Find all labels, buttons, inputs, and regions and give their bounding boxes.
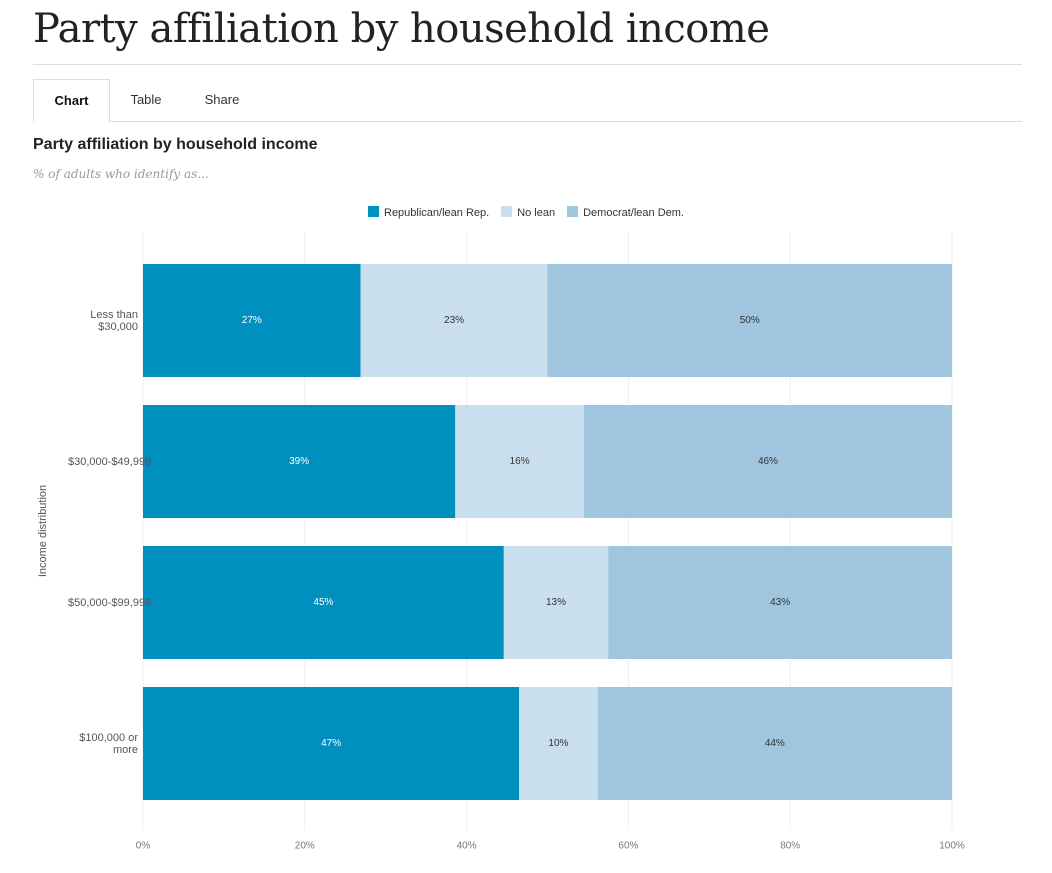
legend-swatch [567,206,579,217]
data-label: 50% [740,315,760,326]
tab[interactable]: Table [130,92,162,107]
bar-segment [608,546,952,659]
legend: Republican/lean Rep. No lean Democrat/lean… [0,206,1052,219]
data-label: 13% [546,597,566,608]
y-tick-label: $50,000-$99,999 [68,596,152,609]
chart-subtitle: % of adults who identify as... [33,167,209,181]
page-title: Party affiliation by household income [33,6,770,52]
x-tick-label: 20% [295,841,315,852]
legend-item: No lean [501,206,555,219]
legend-swatch [368,206,379,217]
data-label: 10% [548,738,568,749]
bar-segment [143,546,504,659]
bar-segment [143,405,456,518]
bar-segment [583,405,952,518]
bar-segment [519,687,598,800]
bar-segment [360,264,548,377]
legend-label: Republican/lean Rep. [384,207,490,219]
legend-label: Democrat/lean Dem. [583,207,684,219]
x-tick-label: 60% [618,841,638,852]
bar-segment [143,687,520,800]
bar-segment [503,546,609,659]
tab[interactable]: Share [204,92,240,107]
x-tick-label: 0% [136,841,151,852]
y-tick-label: $30,000-$49,999 [68,455,152,468]
data-label: 27% [242,315,262,326]
legend-swatch [501,206,513,217]
data-label: 47% [321,738,341,749]
data-label: 43% [770,597,790,608]
divider [33,64,1022,65]
bar-segment [597,687,952,800]
divider [33,121,1022,122]
y-tick-label: $100,000 or more [79,731,138,756]
tab[interactable]: Chart [33,79,110,123]
data-label: 23% [444,315,464,326]
data-label: 44% [765,738,785,749]
x-tick-label: 40% [457,841,477,852]
x-tick-label: 100% [939,841,965,852]
data-label: 39% [289,456,309,467]
legend-item: Republican/lean Rep. [368,206,489,219]
y-tick-label: Less than $30,000 [90,308,138,333]
data-label: 16% [510,456,530,467]
legend-label: No lean [517,207,556,219]
bar-segment [455,405,584,518]
x-tick-label: 80% [780,841,800,852]
chart-title: Party affiliation by household income [33,136,318,153]
bar-segment [143,264,361,377]
data-label: 45% [313,597,333,608]
data-label: 46% [758,456,778,467]
bar-segment [547,264,952,377]
legend-item: Democrat/lean Dem. [567,206,684,219]
